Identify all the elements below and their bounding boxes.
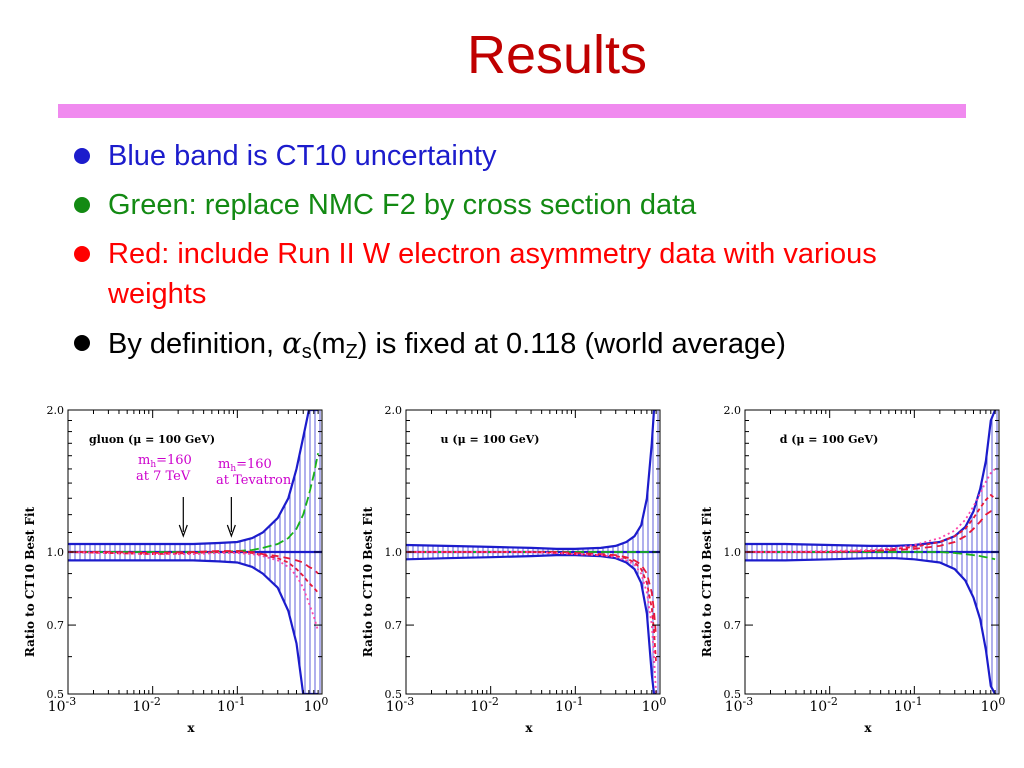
series-line <box>68 551 319 594</box>
x-tick-label: 100 <box>642 695 667 715</box>
plot-area <box>406 410 660 694</box>
bullet-text-m: (m <box>311 328 346 360</box>
bullet-item-green: Green: replace NMC F2 by cross section d… <box>72 185 972 225</box>
y-tick-label: 1.0 <box>385 546 403 559</box>
band-lower-edge <box>68 559 319 694</box>
bullet-dot-icon <box>74 148 90 164</box>
band-upper-edge <box>745 410 997 547</box>
bullet-text: Red: include Run II W electron asymmetry… <box>108 238 877 310</box>
y-tick-label: 2.0 <box>385 404 403 417</box>
chart-title: u (μ = 100 GeV) <box>441 433 540 446</box>
bullet-dot-icon <box>74 335 90 351</box>
series-line <box>68 551 319 632</box>
band-lower-edge <box>745 557 997 694</box>
x-tick-label: 10-1 <box>555 695 584 715</box>
series-line <box>745 468 996 553</box>
bullet-dot-icon <box>74 246 90 262</box>
x-tick-label: 10-3 <box>386 695 415 715</box>
chart-title: gluon (μ = 100 GeV) <box>89 433 215 446</box>
series-line <box>68 453 319 553</box>
x-tick-label: 10-3 <box>48 695 77 715</box>
y-tick-label: 2.0 <box>47 404 65 417</box>
band-upper-edge <box>406 410 657 550</box>
series-line <box>406 551 657 664</box>
annotation-label: mh=160 <box>218 457 272 474</box>
x-axis-label: x <box>864 721 872 735</box>
annotation-label-line2: at 7 TeV <box>136 469 191 484</box>
x-axis-label: x <box>187 721 195 735</box>
slide-title: Results <box>466 25 648 85</box>
plot-area <box>745 410 999 694</box>
y-axis-label: Ratio to CT10 Best Fit <box>700 506 714 657</box>
band-lower-edge <box>406 554 657 694</box>
x-tick-label: 10-2 <box>809 695 838 715</box>
annotation-arrow-head-icon <box>178 524 188 538</box>
bullet-text-after: ) is fixed at 0.118 (world average) <box>357 328 786 360</box>
series-line <box>68 550 319 575</box>
chart-title: d (μ = 100 GeV) <box>780 433 879 446</box>
bullet-text: Green: replace NMC F2 by cross section d… <box>108 189 697 221</box>
bullet-list: Blue band is CT10 uncertainty Green: rep… <box>72 136 972 381</box>
bullet-item-definition: By definition, αs(mZ) is fixed at 0.118 … <box>72 323 972 372</box>
x-tick-label: 10-1 <box>894 695 923 715</box>
alpha-symbol: α <box>282 326 302 360</box>
y-tick-label: 0.7 <box>385 619 403 632</box>
annotation-label-line2: at Tevatron <box>216 473 292 488</box>
y-tick-label: 1.0 <box>724 546 742 559</box>
bullet-text: Blue band is CT10 uncertainty <box>108 140 497 172</box>
bullet-dot-icon <box>74 197 90 213</box>
x-axis-label: x <box>525 721 533 735</box>
y-tick-label: 1.0 <box>47 546 65 559</box>
annotation-label: mh=160 <box>138 453 192 470</box>
bullet-item-blue-band: Blue band is CT10 uncertainty <box>72 136 972 176</box>
y-tick-label: 0.5 <box>47 688 65 701</box>
band-upper-edge <box>68 410 319 546</box>
series-line <box>406 551 657 638</box>
x-tick-label: 10-2 <box>132 695 161 715</box>
u-ratio-chart: 10-3 10-2 10-1 100 0.5 0.7 1.0 2.0 x Ratio to CT1… <box>361 404 667 735</box>
y-tick-label: 0.7 <box>47 619 65 632</box>
y-tick-label: 0.7 <box>724 619 742 632</box>
x-tick-label: 100 <box>304 695 329 715</box>
x-tick-label: 10-1 <box>217 695 246 715</box>
y-tick-label: 0.5 <box>724 688 742 701</box>
x-tick-label: 100 <box>981 695 1006 715</box>
series-line <box>745 493 996 553</box>
y-axis-label: Ratio to CT10 Best Fit <box>23 506 37 657</box>
title-underline <box>58 104 966 118</box>
y-tick-label: 2.0 <box>724 404 742 417</box>
bullet-text-before: By definition, <box>108 328 283 360</box>
y-tick-label: 0.5 <box>385 688 403 701</box>
alpha-subscript: s <box>301 341 312 363</box>
z-subscript: Z <box>345 341 358 363</box>
d-ratio-chart: 10-3 10-2 10-1 100 0.5 0.7 1.0 2.0 x Ratio to CT1… <box>700 404 1006 735</box>
x-tick-label: 10-2 <box>470 695 499 715</box>
plot-area <box>68 410 322 694</box>
annotation-arrow-head-icon <box>226 524 236 538</box>
series-line <box>406 551 657 694</box>
y-axis-label: Ratio to CT10 Best Fit <box>361 506 375 657</box>
bullet-item-red: Red: include Run II W electron asymmetry… <box>72 234 938 314</box>
gluon-ratio-chart: 10-3 10-2 10-1 100 0.5 0.7 1.0 2.0 x Ratio to CT1… <box>23 404 329 735</box>
x-tick-label: 10-3 <box>725 695 754 715</box>
